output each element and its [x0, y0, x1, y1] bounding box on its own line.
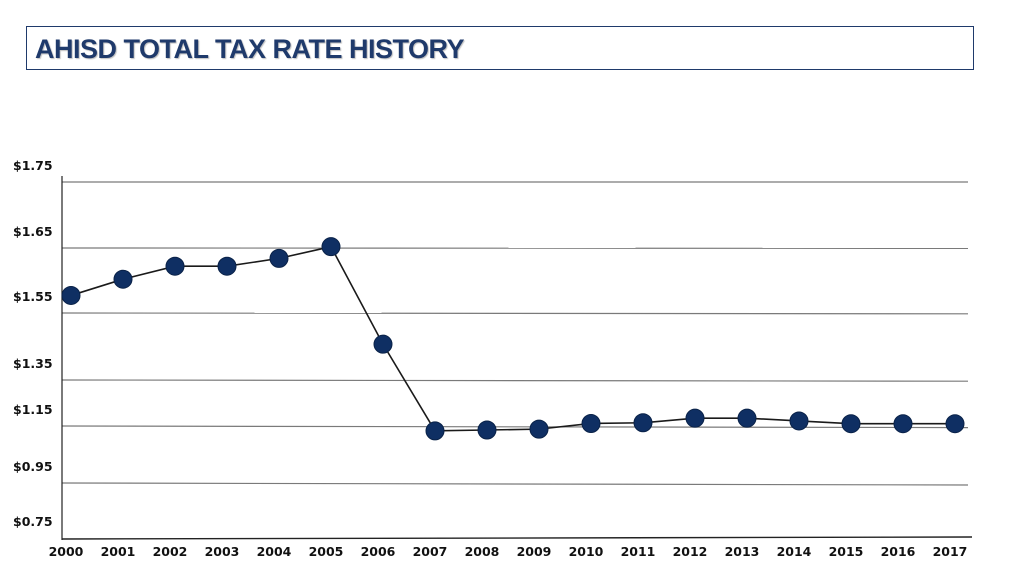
x-tick-label: 2005	[309, 544, 344, 559]
data-point-2009	[529, 419, 549, 439]
data-point-2000	[61, 285, 81, 305]
x-tick-label: 2010	[569, 544, 604, 559]
x-tick-label: 2004	[257, 544, 292, 559]
x-tick-label: 2002	[153, 544, 188, 559]
x-tick-label: 2011	[621, 544, 656, 559]
y-tick-label: $1.15	[13, 402, 53, 417]
gridline	[61, 425, 969, 429]
gridline	[61, 312, 969, 315]
x-tick-label: 2007	[413, 544, 448, 559]
data-point-2014	[789, 411, 809, 431]
data-point-2016	[893, 414, 913, 434]
data-point-2008	[477, 420, 497, 440]
y-tick-label: $1.35	[13, 356, 53, 371]
gridline	[61, 379, 969, 382]
x-tick-label: 2013	[725, 544, 760, 559]
x-tick-label: 2012	[673, 544, 708, 559]
y-tick-label: $0.75	[13, 514, 53, 529]
x-tick-label: 2014	[777, 544, 812, 559]
data-point-2003	[217, 256, 237, 276]
data-point-2004	[269, 248, 289, 268]
data-point-2010	[581, 413, 601, 433]
x-tick-label: 2017	[933, 544, 968, 559]
y-tick-label: $1.75	[13, 158, 53, 173]
data-point-2017	[945, 414, 965, 434]
x-tick-label: 2015	[829, 544, 864, 559]
data-point-2012	[685, 408, 705, 428]
x-tick-label: 2000	[49, 544, 84, 559]
x-tick-label: 2006	[361, 544, 396, 559]
data-point-2005	[321, 237, 341, 257]
x-tick-label: 2001	[101, 544, 136, 559]
data-point-2015	[841, 414, 861, 434]
data-point-2013	[737, 408, 757, 428]
page-title: AHISD TOTAL TAX RATE HISTORY	[35, 34, 465, 64]
data-point-2007	[425, 421, 445, 441]
y-tick-label: $0.95	[13, 459, 53, 474]
x-tick-label: 2009	[517, 544, 552, 559]
series-line	[70, 245, 955, 432]
data-point-2001	[113, 269, 133, 289]
data-point-2011	[633, 413, 653, 433]
x-axis	[61, 536, 973, 540]
title-box: AHISD TOTAL TAX RATE HISTORY	[26, 26, 974, 70]
y-tick-label: $1.55	[13, 289, 53, 304]
data-point-2002	[165, 256, 185, 276]
gridline	[61, 482, 969, 486]
x-tick-label: 2003	[205, 544, 240, 559]
x-tick-label: 2016	[881, 544, 916, 559]
x-tick-label: 2008	[465, 544, 500, 559]
data-point-2006	[373, 334, 393, 354]
y-tick-label: $1.65	[13, 224, 53, 239]
